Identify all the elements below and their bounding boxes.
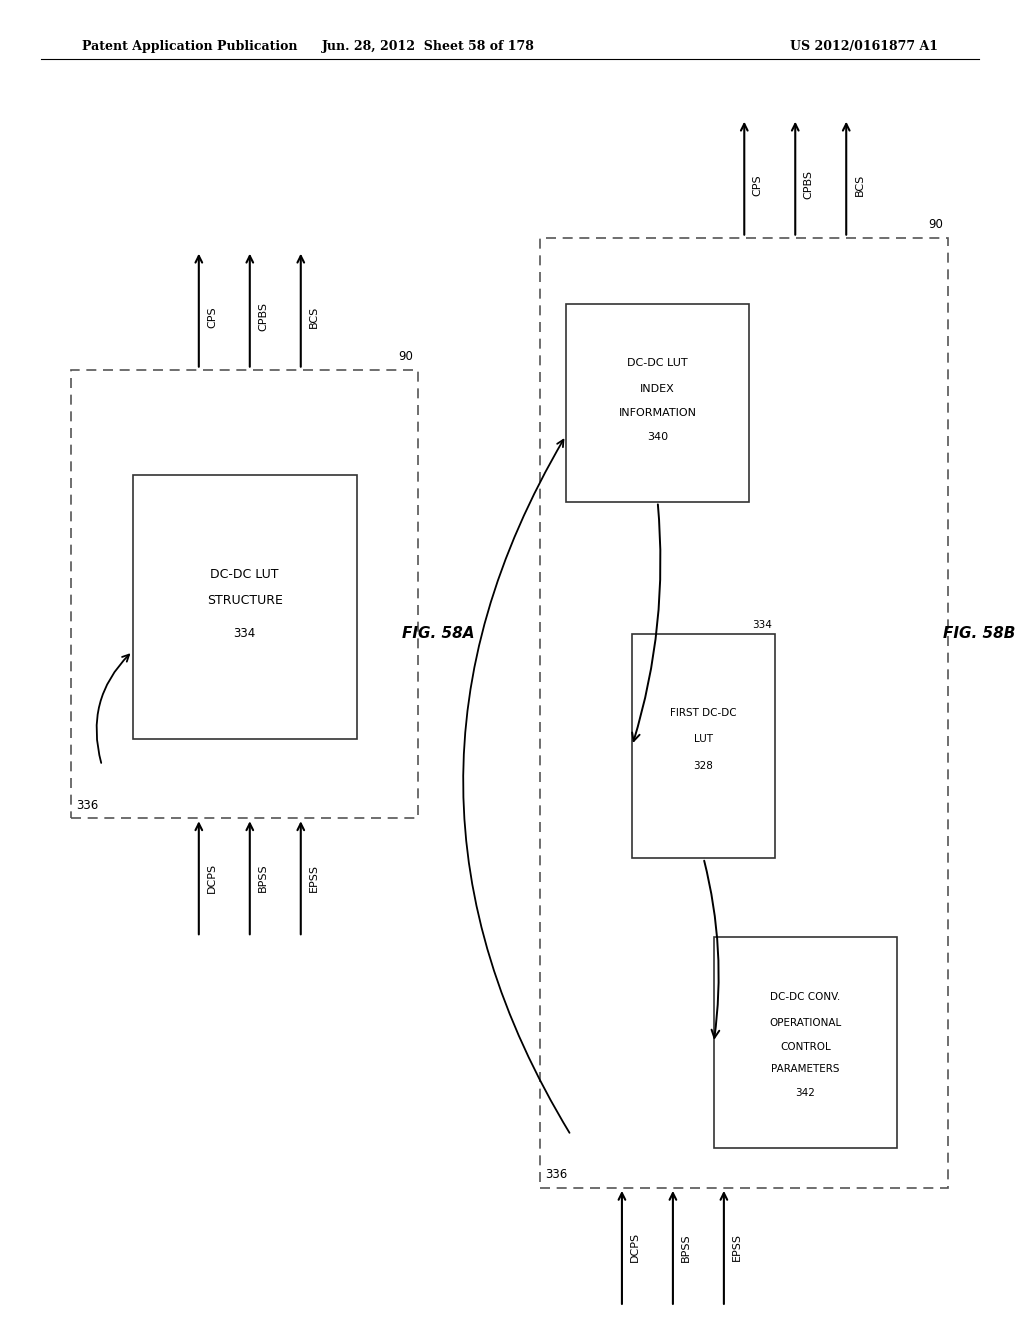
Text: 90: 90: [928, 218, 943, 231]
Text: CPS: CPS: [753, 174, 763, 195]
Text: DCPS: DCPS: [207, 863, 217, 892]
Text: 90: 90: [398, 350, 413, 363]
Text: CPBS: CPBS: [804, 170, 813, 199]
Text: DC-DC CONV.: DC-DC CONV.: [770, 991, 841, 1002]
Text: BPSS: BPSS: [258, 863, 268, 892]
Text: 334: 334: [752, 619, 772, 630]
Text: OPERATIONAL: OPERATIONAL: [769, 1018, 842, 1028]
Text: US 2012/0161877 A1: US 2012/0161877 A1: [790, 40, 938, 53]
Text: FIRST DC-DC: FIRST DC-DC: [670, 708, 737, 718]
Text: DC-DC LUT: DC-DC LUT: [211, 568, 279, 581]
Text: LUT: LUT: [694, 734, 713, 744]
Text: 328: 328: [693, 760, 714, 771]
Text: BCS: BCS: [854, 174, 864, 195]
Text: CONTROL: CONTROL: [780, 1041, 830, 1052]
Text: FIG. 58A: FIG. 58A: [402, 626, 475, 642]
Bar: [72, 370, 418, 818]
Text: 336: 336: [77, 799, 98, 812]
Text: CPBS: CPBS: [258, 302, 268, 331]
Text: INFORMATION: INFORMATION: [618, 408, 696, 418]
Text: BPSS: BPSS: [681, 1233, 691, 1262]
Text: 336: 336: [546, 1168, 567, 1181]
Text: BCS: BCS: [309, 306, 318, 327]
Text: 334: 334: [233, 627, 256, 640]
Text: PARAMETERS: PARAMETERS: [771, 1064, 840, 1074]
Bar: [132, 475, 356, 739]
Text: STRUCTURE: STRUCTURE: [207, 594, 283, 607]
Text: DC-DC LUT: DC-DC LUT: [628, 358, 688, 368]
Text: 342: 342: [796, 1088, 815, 1098]
Text: CPS: CPS: [207, 306, 217, 327]
Text: EPSS: EPSS: [732, 1233, 742, 1262]
Text: 340: 340: [647, 432, 669, 442]
Text: INDEX: INDEX: [640, 384, 675, 395]
Bar: [541, 238, 948, 1188]
Bar: [632, 634, 775, 858]
Text: EPSS: EPSS: [309, 863, 318, 892]
Text: Jun. 28, 2012  Sheet 58 of 178: Jun. 28, 2012 Sheet 58 of 178: [322, 40, 535, 53]
Bar: [566, 304, 750, 502]
Bar: [714, 937, 897, 1148]
Text: Patent Application Publication: Patent Application Publication: [82, 40, 297, 53]
Text: FIG. 58B: FIG. 58B: [942, 626, 1015, 642]
Text: DCPS: DCPS: [630, 1233, 640, 1262]
